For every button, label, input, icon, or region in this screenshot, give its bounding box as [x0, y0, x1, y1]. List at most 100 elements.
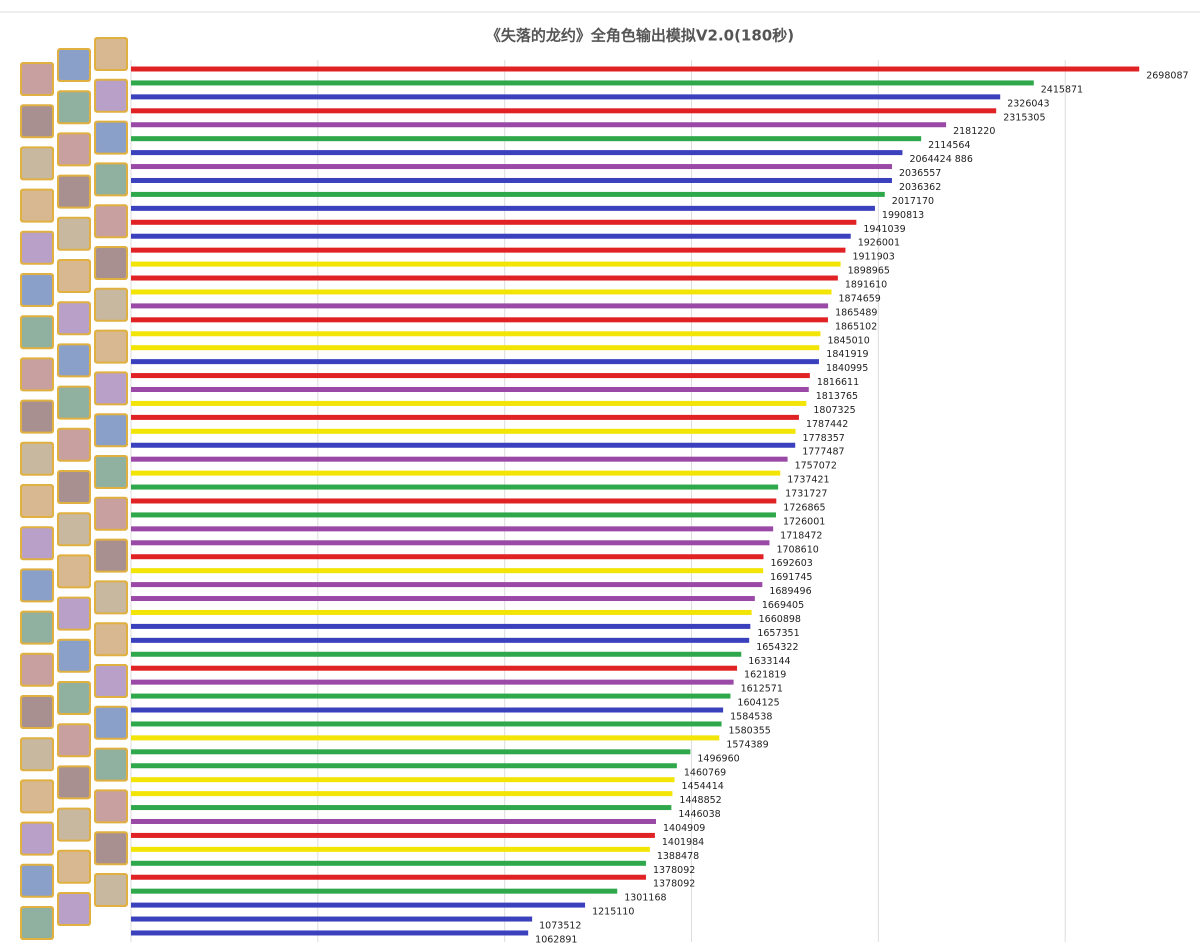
value-label: 1708610	[776, 544, 818, 555]
bar	[131, 498, 777, 504]
value-label: 1757072	[795, 461, 837, 472]
value-label: 1496960	[697, 753, 739, 764]
bar	[131, 289, 832, 295]
icon	[22, 401, 52, 432]
bar	[131, 707, 724, 713]
icon	[22, 908, 52, 938]
icon	[22, 106, 52, 137]
bar	[131, 735, 720, 741]
value-label: 1301168	[624, 893, 666, 904]
value-label: 1840995	[826, 363, 868, 374]
icon	[96, 875, 126, 905]
value-label: 1726001	[783, 516, 825, 527]
icon	[59, 429, 89, 460]
value-label: 1841919	[826, 349, 868, 360]
bar	[131, 777, 675, 783]
value-label: 1654322	[756, 642, 798, 653]
icon	[59, 345, 89, 376]
icon	[22, 148, 52, 179]
bar	[131, 484, 779, 490]
value-label: 1404909	[663, 823, 705, 834]
icon	[59, 176, 89, 207]
value-label: 1460769	[684, 767, 726, 778]
bar	[131, 568, 764, 574]
bar	[131, 177, 892, 183]
icon	[22, 232, 52, 263]
icon	[22, 654, 52, 685]
icon	[96, 666, 126, 696]
bar	[131, 930, 529, 936]
character-icons	[20, 37, 128, 940]
value-label: 1448852	[679, 795, 721, 806]
bar	[131, 108, 997, 114]
bar	[131, 247, 846, 253]
value-label: 2036362	[899, 182, 941, 193]
bar	[131, 888, 618, 894]
bar	[131, 470, 781, 476]
bar	[131, 233, 851, 239]
bar	[131, 261, 841, 267]
bar	[131, 832, 655, 838]
icon	[22, 528, 52, 559]
value-label: 1926001	[858, 238, 900, 249]
value-label: 2181220	[953, 126, 995, 137]
icon	[59, 92, 89, 123]
bar	[131, 805, 672, 811]
icon	[96, 749, 126, 780]
value-label: 1726865	[783, 502, 825, 513]
icon	[59, 50, 89, 80]
icon	[96, 39, 126, 69]
value-label: 1073512	[539, 921, 581, 932]
value-label: 1660898	[759, 614, 801, 625]
value-label: 1584538	[730, 712, 772, 723]
icon	[22, 781, 52, 812]
icon	[22, 823, 52, 854]
icon	[22, 697, 52, 727]
bar	[131, 400, 807, 406]
value-label: 1813765	[816, 391, 858, 402]
value-label: 1865489	[835, 307, 877, 318]
value-label: 1574389	[726, 739, 768, 750]
icon	[22, 64, 52, 94]
icon	[96, 582, 126, 613]
value-label: 1454414	[681, 781, 723, 792]
value-label: 1633144	[748, 656, 790, 667]
value-label: 2017170	[892, 196, 934, 207]
bar	[131, 916, 533, 922]
bar	[131, 428, 796, 434]
bar	[131, 609, 752, 615]
value-label: 1401984	[662, 837, 704, 848]
bar	[131, 331, 821, 337]
bar	[131, 317, 828, 323]
bar	[131, 136, 922, 142]
icon	[96, 833, 126, 864]
icon	[59, 218, 89, 249]
value-label: 1777487	[802, 447, 844, 458]
icon	[59, 514, 89, 545]
bar	[131, 66, 1140, 72]
value-label: 1865102	[835, 321, 877, 332]
icon	[22, 612, 52, 643]
icon	[22, 359, 52, 390]
value-label: 1689496	[769, 586, 811, 597]
value-label: 1898965	[848, 266, 890, 277]
icon	[96, 498, 126, 529]
value-label: 1692603	[770, 558, 812, 569]
icon	[96, 289, 126, 320]
icon	[59, 556, 89, 587]
bar	[131, 818, 656, 824]
bar	[131, 387, 809, 393]
icon	[96, 457, 126, 487]
value-label: 1778357	[803, 433, 845, 444]
bar	[131, 665, 738, 671]
value-label: 1816611	[817, 377, 859, 388]
icon	[96, 122, 126, 153]
value-label: 1990813	[882, 210, 924, 221]
icon	[96, 206, 126, 237]
bar	[131, 345, 820, 351]
icon	[22, 443, 52, 474]
value-label: 1737421	[787, 475, 829, 486]
value-label: 2698087	[1146, 71, 1188, 82]
bar	[131, 721, 722, 727]
bar	[131, 860, 646, 866]
